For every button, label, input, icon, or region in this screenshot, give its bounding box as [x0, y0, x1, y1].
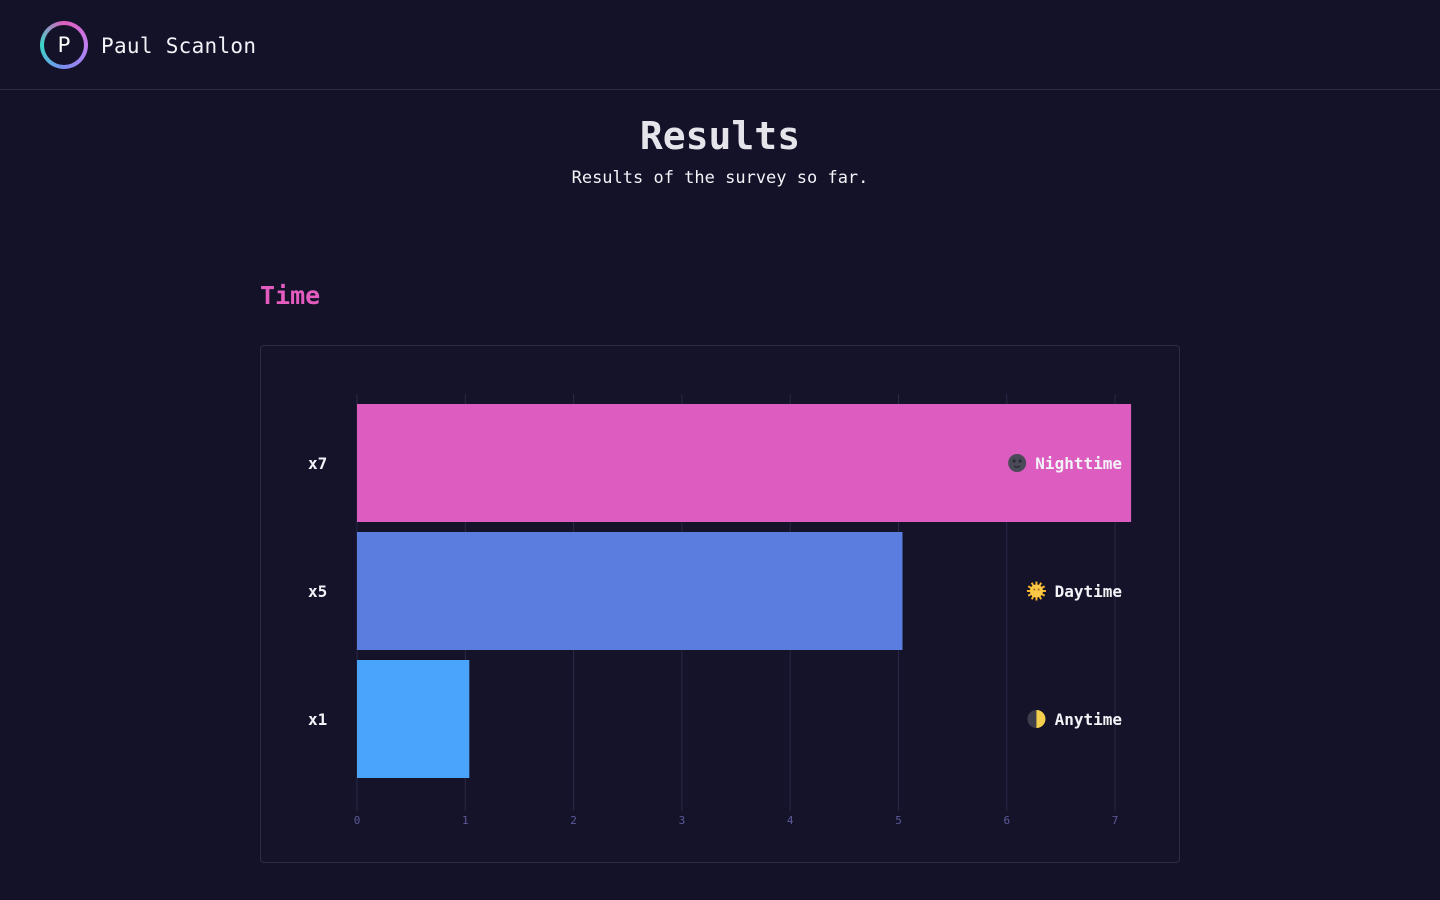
x-tick-label-2: 2: [570, 814, 577, 827]
site-name-link[interactable]: Paul Scanlon: [101, 34, 257, 58]
x-tick-label-4: 4: [787, 814, 794, 827]
x-tick-label-5: 5: [895, 814, 902, 827]
bar-daytime[interactable]: [357, 532, 903, 650]
sun-icon: [1026, 581, 1046, 601]
bar-nighttime[interactable]: [357, 404, 1132, 522]
page-subtitle: Results of the survey so far.: [571, 168, 869, 188]
half-moon-icon: [1027, 710, 1046, 728]
x-tick-label-1: 1: [462, 814, 469, 827]
bar-anytime[interactable]: [357, 660, 470, 778]
top-bar: P Paul Scanlon: [0, 0, 1440, 90]
bar-chart: x7 x5 x1 Nighttime Daytime Anytime 0 1 2 3 4 5 6 7: [308, 394, 1132, 827]
category-label-anytime: Anytime: [1055, 710, 1122, 729]
category-label-daytime: Daytime: [1055, 582, 1122, 601]
x-tick-label-3: 3: [679, 814, 686, 827]
x-tick-label-7: 7: [1112, 814, 1119, 827]
new-moon-icon: [1008, 454, 1027, 472]
page-title: Results: [639, 114, 801, 158]
value-label-daytime: x5: [308, 582, 327, 601]
x-tick-label-6: 6: [1003, 814, 1010, 827]
chart-card: x7 x5 x1 Nighttime Daytime Anytime 0 1 2 3 4 5 6 7: [260, 345, 1180, 863]
x-tick-label-0: 0: [354, 814, 361, 827]
value-label-nighttime: x7: [308, 454, 327, 473]
logo-icon[interactable]: P: [40, 21, 88, 69]
logo-letter: P: [44, 25, 84, 65]
value-label-anytime: x1: [308, 710, 327, 729]
section-title: Time: [260, 281, 321, 310]
category-label-nighttime: Nighttime: [1035, 454, 1122, 473]
